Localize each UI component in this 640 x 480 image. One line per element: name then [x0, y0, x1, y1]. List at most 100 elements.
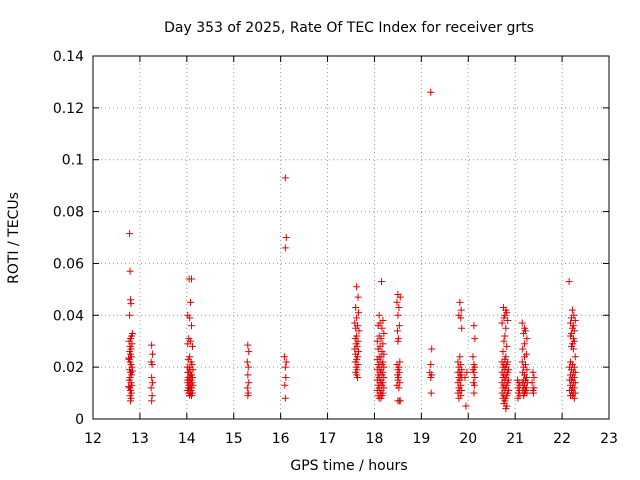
data-point: [244, 341, 252, 349]
data-point: [521, 340, 529, 348]
data-point: [470, 389, 478, 397]
x-tick-label: 22: [553, 431, 571, 447]
data-point: [470, 368, 478, 376]
data-point: [377, 278, 385, 286]
data-point: [571, 316, 579, 324]
data-point: [377, 394, 385, 402]
data-point: [520, 329, 528, 337]
data-point: [188, 342, 196, 350]
chart-title: Day 353 of 2025, Rate Of TEC Index for r…: [164, 20, 534, 36]
data-point: [568, 306, 576, 314]
data-points: [125, 88, 579, 413]
x-tick-label: 21: [506, 431, 524, 447]
x-tick-label: 20: [459, 431, 477, 447]
data-point: [396, 397, 404, 405]
data-point: [149, 350, 157, 358]
data-point: [471, 374, 479, 382]
data-point: [243, 358, 251, 366]
data-point: [394, 311, 402, 319]
axis-ticks: [92, 55, 610, 420]
data-point: [498, 319, 506, 327]
y-tick-label: 0.08: [53, 205, 84, 221]
data-point: [501, 332, 509, 340]
data-point: [530, 374, 538, 382]
data-point: [243, 384, 251, 392]
data-point: [281, 363, 289, 371]
data-point: [514, 394, 522, 402]
data-point: [502, 405, 510, 413]
data-point: [244, 363, 252, 371]
data-point: [148, 341, 156, 349]
data-point: [395, 322, 403, 330]
data-point: [352, 304, 360, 312]
data-point: [374, 322, 382, 330]
data-point: [188, 322, 196, 330]
data-point: [500, 337, 508, 345]
data-point: [188, 392, 196, 400]
data-point: [189, 366, 197, 374]
y-tick-label: 0.14: [53, 49, 84, 65]
data-point: [188, 275, 196, 283]
x-tick-label: 23: [600, 431, 618, 447]
data-point: [571, 368, 579, 376]
data-point: [470, 322, 478, 330]
x-axis-label: GPS time / hours: [290, 458, 407, 474]
data-point: [147, 384, 155, 392]
data-point: [523, 389, 531, 397]
data-point: [470, 381, 478, 389]
x-tick-label: 13: [131, 431, 149, 447]
data-point: [355, 309, 363, 317]
data-point: [149, 379, 157, 387]
x-tick-label: 19: [412, 431, 430, 447]
data-point: [456, 298, 464, 306]
data-point: [393, 327, 401, 335]
x-tick-label: 14: [178, 431, 196, 447]
data-point: [528, 379, 536, 387]
data-point: [565, 278, 573, 286]
data-point: [128, 329, 136, 337]
data-point: [396, 293, 404, 301]
data-point: [461, 374, 469, 382]
data-point: [184, 340, 192, 348]
y-axis-label: ROTI / TECUs: [6, 192, 22, 284]
data-point: [571, 379, 579, 387]
data-point: [126, 311, 134, 319]
x-tick-label: 17: [319, 431, 337, 447]
data-point: [463, 368, 471, 376]
data-point: [148, 374, 156, 382]
data-point: [395, 384, 403, 392]
y-tick-label: 0.06: [53, 256, 84, 272]
data-point: [244, 392, 252, 400]
data-point: [500, 314, 508, 322]
data-point: [353, 314, 361, 322]
data-point: [281, 381, 289, 389]
x-axis-tick-labels: 12 13 14 15 16 17 18 19 20 21 22 23: [84, 431, 618, 447]
data-point: [353, 283, 361, 291]
data-point: [374, 345, 382, 353]
grid: [93, 56, 609, 419]
data-point: [354, 374, 362, 382]
y-tick-label: 0.04: [53, 308, 84, 324]
data-point: [499, 348, 507, 356]
data-point: [245, 348, 253, 356]
data-point: [186, 314, 194, 322]
data-point: [571, 353, 579, 361]
data-point: [457, 306, 465, 314]
data-point: [245, 379, 253, 387]
data-point: [281, 244, 289, 252]
data-point: [394, 337, 402, 345]
data-point: [126, 230, 134, 238]
data-point: [125, 383, 133, 391]
data-point: [462, 402, 470, 410]
data-point: [148, 397, 156, 405]
data-point: [375, 311, 383, 319]
data-point: [471, 335, 479, 343]
data-point: [529, 389, 537, 397]
data-point: [187, 298, 195, 306]
y-axis-tick-labels: 0 0.02 0.04 0.06 0.08 0.1 0.12 0.14: [53, 49, 84, 428]
data-point: [570, 394, 578, 402]
data-point: [378, 324, 386, 332]
data-point: [427, 374, 435, 382]
data-point: [504, 316, 512, 324]
data-point: [281, 174, 289, 182]
